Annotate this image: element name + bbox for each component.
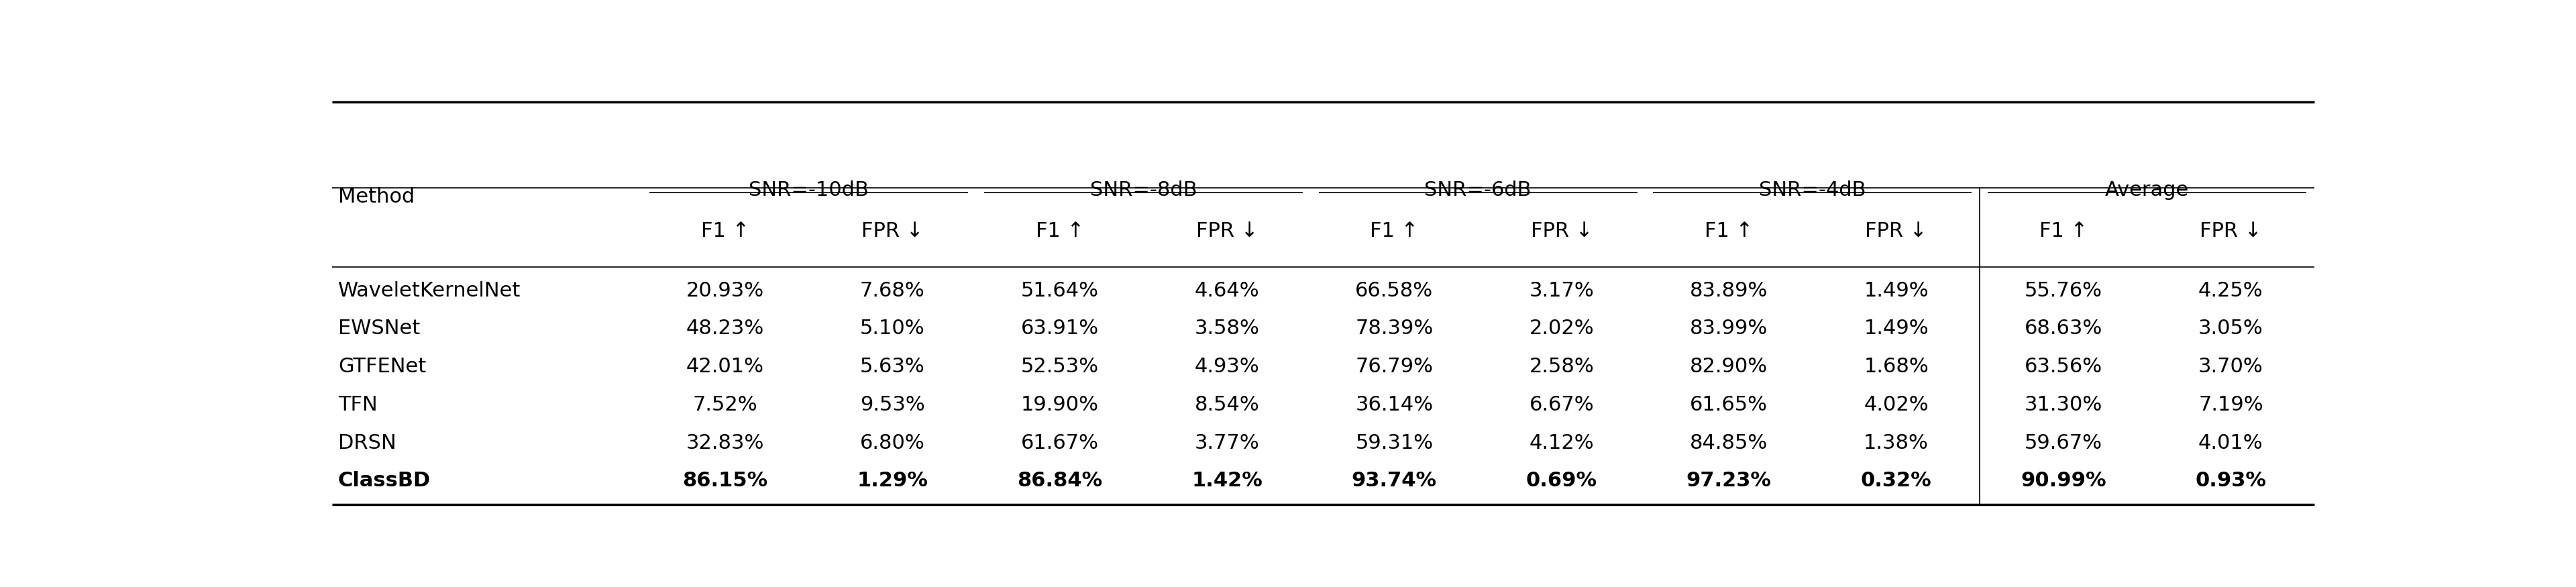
Text: 51.64%: 51.64% [1020,281,1097,301]
Text: 4.12%: 4.12% [1530,433,1595,453]
Text: 0.93%: 0.93% [2195,471,2267,491]
Text: 2.02%: 2.02% [1530,319,1595,338]
Text: SNR=-6dB: SNR=-6dB [1425,180,1530,200]
Text: F1 ↑: F1 ↑ [1705,221,1754,241]
Text: 52.53%: 52.53% [1020,357,1097,376]
Text: 8.54%: 8.54% [1195,395,1260,414]
Text: SNR=-4dB: SNR=-4dB [1759,180,1865,200]
Text: GTFENet: GTFENet [337,357,425,376]
Text: 7.19%: 7.19% [2197,395,2264,414]
Text: 1.29%: 1.29% [858,471,927,491]
Text: 86.84%: 86.84% [1018,471,1103,491]
Text: 97.23%: 97.23% [1687,471,1772,491]
Text: 84.85%: 84.85% [1690,433,1767,453]
Text: 19.90%: 19.90% [1020,395,1097,414]
Text: 4.01%: 4.01% [2197,433,2264,453]
Text: F1 ↑: F1 ↑ [2040,221,2087,241]
Text: F1 ↑: F1 ↑ [701,221,750,241]
Text: 61.67%: 61.67% [1020,433,1097,453]
Text: 61.65%: 61.65% [1690,395,1767,414]
Text: 4.64%: 4.64% [1195,281,1260,301]
Text: ClassBD: ClassBD [337,471,430,491]
Text: 78.39%: 78.39% [1355,319,1432,338]
Text: 0.69%: 0.69% [1525,471,1597,491]
Text: 3.77%: 3.77% [1195,433,1260,453]
Text: Method: Method [337,187,415,207]
Text: SNR=-10dB: SNR=-10dB [750,180,868,200]
Text: 59.67%: 59.67% [2025,433,2102,453]
Text: 3.70%: 3.70% [2197,357,2264,376]
Text: 4.93%: 4.93% [1195,357,1260,376]
Text: 6.67%: 6.67% [1530,395,1595,414]
Text: 7.68%: 7.68% [860,281,925,301]
Text: 82.90%: 82.90% [1690,357,1767,376]
Text: 76.79%: 76.79% [1355,357,1432,376]
Text: FPR ↓: FPR ↓ [1530,221,1592,241]
Text: 66.58%: 66.58% [1355,281,1432,301]
Text: 93.74%: 93.74% [1352,471,1437,491]
Text: 86.15%: 86.15% [683,471,768,491]
Text: 3.58%: 3.58% [1195,319,1260,338]
Text: 1.68%: 1.68% [1862,357,1929,376]
Text: FPR ↓: FPR ↓ [1195,221,1257,241]
Text: 7.52%: 7.52% [693,395,757,414]
Text: 0.32%: 0.32% [1860,471,1932,491]
Text: 1.49%: 1.49% [1865,319,1929,338]
Text: EWSNet: EWSNet [337,319,420,338]
Text: 36.14%: 36.14% [1355,395,1432,414]
Text: DRSN: DRSN [337,433,397,453]
Text: 90.99%: 90.99% [2020,471,2107,491]
Text: 3.05%: 3.05% [2197,319,2264,338]
Text: 5.10%: 5.10% [860,319,925,338]
Text: Average: Average [2105,180,2190,200]
Text: 83.89%: 83.89% [1690,281,1767,301]
Text: 59.31%: 59.31% [1355,433,1432,453]
Text: F1 ↑: F1 ↑ [1370,221,1419,241]
Text: 63.56%: 63.56% [2025,357,2102,376]
Text: 20.93%: 20.93% [685,281,765,301]
Text: 31.30%: 31.30% [2025,395,2102,414]
Text: FPR ↓: FPR ↓ [860,221,922,241]
Text: FPR ↓: FPR ↓ [1865,221,1927,241]
Text: FPR ↓: FPR ↓ [2200,221,2262,241]
Text: 1.38%: 1.38% [1862,433,1929,453]
Text: 83.99%: 83.99% [1690,319,1767,338]
Text: 5.63%: 5.63% [860,357,925,376]
Text: SNR=-8dB: SNR=-8dB [1090,180,1198,200]
Text: 2.58%: 2.58% [1530,357,1595,376]
Text: 55.76%: 55.76% [2025,281,2102,301]
Text: 1.42%: 1.42% [1193,471,1262,491]
Text: 3.17%: 3.17% [1530,281,1595,301]
Text: TFN: TFN [337,395,376,414]
Text: F1 ↑: F1 ↑ [1036,221,1084,241]
Text: 48.23%: 48.23% [685,319,765,338]
Text: 9.53%: 9.53% [860,395,925,414]
Text: 1.49%: 1.49% [1865,281,1929,301]
Text: 4.25%: 4.25% [2197,281,2264,301]
Text: 63.91%: 63.91% [1020,319,1097,338]
Text: 6.80%: 6.80% [860,433,925,453]
Text: 4.02%: 4.02% [1865,395,1929,414]
Text: 42.01%: 42.01% [685,357,765,376]
Text: 32.83%: 32.83% [685,433,765,453]
Text: 68.63%: 68.63% [2025,319,2102,338]
Text: WaveletKernelNet: WaveletKernelNet [337,281,520,301]
